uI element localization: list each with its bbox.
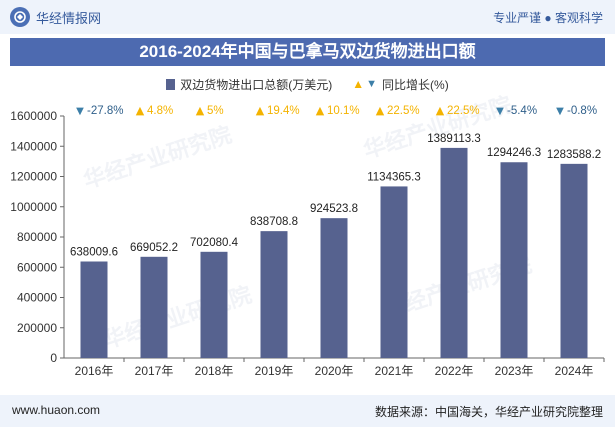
up-triangle-icon: ▲ [352,77,365,91]
bar [500,162,528,358]
legend-item-total[interactable]: 双边货物进出口总额(万美元) [166,76,332,93]
up-triangle-icon: ▲ [196,104,205,117]
legend-swatch-bar [166,78,176,90]
bar-value-label: 1294246.3 [487,147,541,159]
growth-rate-label: -0.8% [567,105,597,117]
y-tick-label: 600000 [17,260,57,274]
down-triangle-icon: ▼ [556,106,564,117]
up-triangle-icon: ▲ [316,104,325,117]
bar-value-label: 1389113.3 [427,133,481,145]
logo-icon [10,7,30,27]
x-tick-label: 2022年 [435,364,474,378]
bar [560,163,588,358]
y-tick-label: 1400000 [10,139,57,153]
bar-value-label: 669052.2 [130,242,178,254]
bar [200,251,228,358]
bar-value-label: 1283588.2 [547,149,601,161]
growth-rate-label: 19.4% [267,105,300,117]
down-triangle-icon: ▼ [366,78,378,90]
x-tick-label: 2021年 [375,364,414,378]
down-triangle-icon: ▼ [496,106,504,117]
y-tick-label: 1200000 [10,170,57,184]
up-triangle-icon: ▲ [436,104,445,117]
x-tick-label: 2020年 [315,364,354,378]
y-tick-label: 1000000 [10,200,57,214]
bar-value-label: 924523.8 [310,203,358,215]
x-tick-label: 2023年 [495,364,534,378]
footer: www.huaon.com 数据来源：中国海关，华经产业研究院整理 [0,395,615,427]
bar-value-label: 1134365.3 [367,171,421,183]
bar-value-label: 838708.8 [250,216,298,228]
legend-item-growth[interactable]: ▲ ▼ 同比增长(%) [352,76,448,93]
growth-rate-label: 4.8% [147,105,173,117]
legend-label-growth: 同比增长(%) [382,77,449,92]
chart-title: 2016-2024年中国与巴拿马双边货物进出口额 [10,38,605,66]
growth-rate-label: 22.5% [447,105,480,117]
y-tick-label: 400000 [17,291,57,305]
bar [440,147,468,358]
x-tick-label: 2016年 [75,364,114,378]
y-tick-label: 800000 [17,230,57,244]
up-triangle-icon: ▲ [256,104,265,117]
website-link[interactable]: www.huaon.com [12,403,101,417]
x-tick-label: 2019年 [255,364,294,378]
bar [380,186,408,358]
brand-name: 华经情报网 [36,10,102,26]
tagline: 专业严谨 ● 客观科学 [493,11,603,25]
bar [140,256,168,358]
x-tick-label: 2017年 [135,364,174,378]
y-tick-label: 1600000 [10,109,57,123]
top-bar: 华经情报网 专业严谨 ● 客观科学 [0,0,615,34]
bar-value-label: 702080.4 [190,237,239,249]
growth-rate-label: 5% [207,105,224,117]
x-tick-label: 2024年 [555,364,594,378]
down-triangle-icon: ▼ [76,106,84,117]
x-tick-label: 2018年 [195,364,234,378]
bar [320,218,348,358]
up-triangle-icon: ▲ [376,104,385,117]
legend-label-total: 双边货物进出口总额(万美元) [180,77,333,92]
y-tick-label: 200000 [17,321,57,335]
bar [80,261,108,358]
bar [260,231,288,358]
growth-rate-label: -27.8% [87,105,123,117]
chart-legend: 双边货物进出口总额(万美元) ▲ ▼ 同比增长(%) [0,74,615,94]
up-triangle-icon: ▲ [136,104,145,117]
bar-value-label: 638009.6 [70,247,118,259]
y-tick-label: 0 [50,351,57,365]
data-source: 数据来源：中国海关，华经产业研究院整理 [374,405,603,419]
growth-rate-label: 10.1% [327,105,360,117]
growth-rate-label: -5.4% [507,105,537,117]
growth-rate-label: 22.5% [387,105,420,117]
brand[interactable]: 华经情报网 [10,7,101,27]
bar-chart: 0 200000 400000 600000 800000 1000000 1200000 1… [10,104,605,378]
